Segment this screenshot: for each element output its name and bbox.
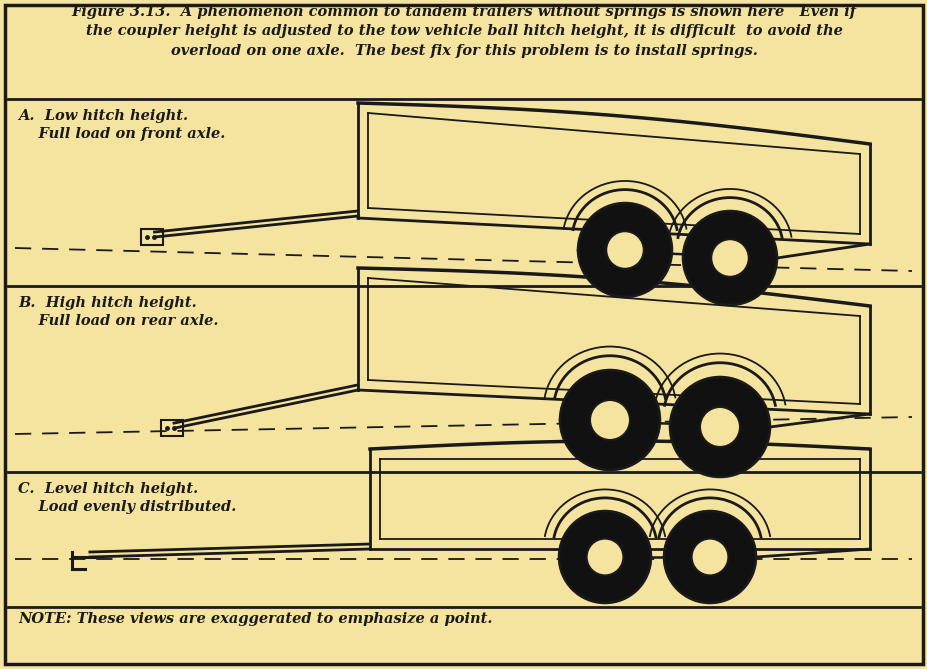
Bar (160, 420, 183, 436)
Text: C.  Level hitch height.
    Load evenly distributed.: C. Level hitch height. Load evenly distr… (18, 482, 236, 514)
Bar (141, 229, 163, 245)
Text: A.  Low hitch height.
    Full load on front axle.: A. Low hitch height. Full load on front … (18, 109, 225, 141)
Circle shape (586, 539, 623, 575)
Circle shape (669, 377, 769, 477)
Text: B.  High hitch height.
    Full load on rear axle.: B. High hitch height. Full load on rear … (18, 296, 218, 328)
Circle shape (605, 231, 643, 269)
Circle shape (590, 400, 629, 440)
Circle shape (578, 203, 671, 297)
Circle shape (682, 211, 776, 305)
Circle shape (691, 539, 728, 575)
Circle shape (664, 511, 756, 603)
Text: Figure 3.13.  A phenomenon common to tandem trailers without springs is shown he: Figure 3.13. A phenomenon common to tand… (71, 5, 856, 58)
Circle shape (558, 511, 651, 603)
Circle shape (710, 240, 748, 277)
Circle shape (559, 370, 659, 470)
Text: NOTE: These views are exaggerated to emphasize a point.: NOTE: These views are exaggerated to emp… (18, 612, 492, 626)
Circle shape (699, 407, 739, 447)
